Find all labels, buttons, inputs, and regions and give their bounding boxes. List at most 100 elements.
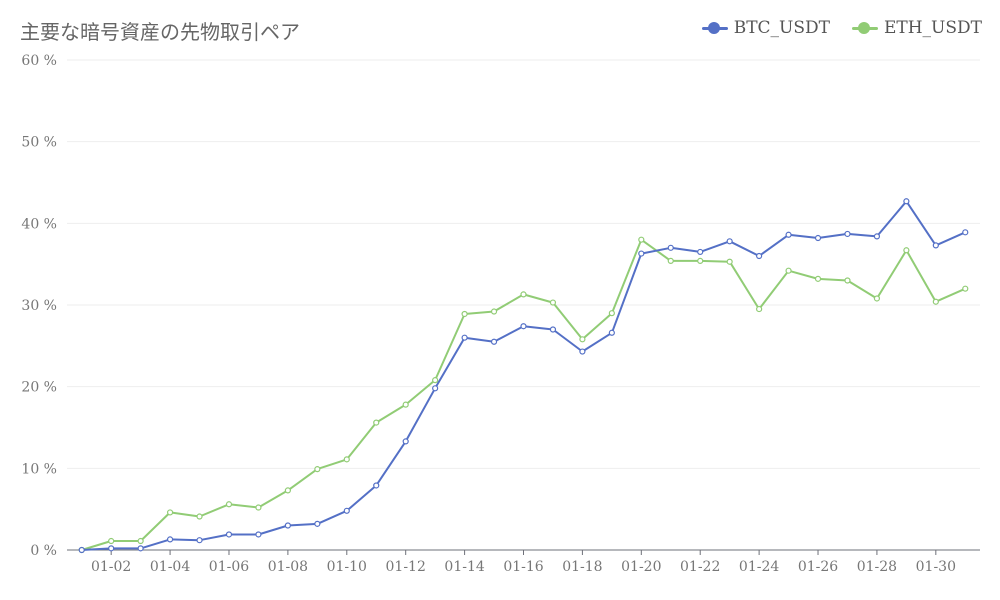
data-point[interactable] [579, 336, 586, 343]
data-point[interactable] [638, 250, 645, 257]
data-point[interactable] [903, 247, 910, 254]
series-lines [78, 198, 969, 554]
y-tick-label: 50 % [21, 135, 57, 151]
data-point[interactable] [697, 257, 704, 264]
data-point[interactable] [844, 277, 851, 284]
data-point[interactable] [196, 513, 203, 520]
x-tick-label: 01-22 [680, 559, 720, 575]
y-tick-labels: 0 % 10 % 20 % 30 % 40 % 50 % 60 % [21, 53, 57, 559]
data-point[interactable] [373, 419, 380, 426]
data-point[interactable] [314, 520, 321, 527]
data-point[interactable] [667, 257, 674, 264]
data-point[interactable] [962, 229, 969, 236]
data-point[interactable] [785, 267, 792, 274]
data-point[interactable] [461, 334, 468, 341]
data-point[interactable] [726, 258, 733, 265]
data-point[interactable] [932, 298, 939, 305]
data-point[interactable] [225, 501, 233, 508]
y-tick-label: 30 % [21, 298, 57, 314]
data-point[interactable] [284, 487, 291, 494]
data-point[interactable] [432, 377, 439, 384]
data-point[interactable] [225, 531, 233, 538]
data-point[interactable] [520, 291, 527, 298]
data-point[interactable] [137, 545, 144, 552]
x-tick-label: 01-16 [503, 559, 543, 575]
legend-item-eth[interactable]: ETH_USDT [851, 18, 982, 38]
series-line [81, 238, 966, 551]
legend-swatch-eth [851, 21, 878, 35]
data-point[interactable] [844, 230, 851, 238]
x-tick-label: 01-18 [562, 559, 602, 575]
data-point[interactable] [255, 531, 262, 538]
data-point[interactable] [962, 285, 969, 292]
data-point[interactable] [490, 338, 498, 345]
data-point[interactable] [549, 326, 557, 333]
data-point[interactable] [814, 275, 822, 282]
data-point[interactable] [873, 233, 881, 240]
data-point[interactable] [196, 537, 203, 544]
chart-title: 主要な暗号資産の先物取引ペア [20, 20, 300, 44]
data-point[interactable] [255, 504, 262, 511]
data-point[interactable] [549, 299, 557, 306]
data-point[interactable] [137, 537, 144, 545]
x-tick-label: 01-12 [386, 559, 426, 575]
x-tick-label: 01-02 [91, 559, 131, 575]
y-tick-label: 20 % [21, 380, 57, 396]
y-tick-label: 10 % [21, 461, 57, 477]
data-point[interactable] [284, 522, 291, 529]
legend-swatch-btc [701, 21, 728, 35]
data-point[interactable] [579, 348, 586, 355]
y-tick-label: 40 % [21, 216, 57, 232]
data-point[interactable] [402, 401, 409, 408]
grid-lines [67, 59, 980, 469]
data-point[interactable] [638, 236, 645, 243]
data-point[interactable] [373, 482, 380, 489]
data-point[interactable] [756, 252, 763, 260]
legend-label-eth: ETH_USDT [883, 18, 982, 38]
data-point[interactable] [402, 438, 409, 445]
data-point[interactable] [108, 537, 115, 545]
y-tick-label: 60 % [21, 53, 57, 69]
data-point[interactable] [608, 329, 615, 336]
data-point[interactable] [756, 305, 763, 313]
x-tick-label: 01-14 [444, 559, 484, 575]
y-tick-label: 0 % [30, 543, 57, 559]
x-tick-label: 01-28 [857, 559, 897, 575]
data-point[interactable] [667, 244, 674, 251]
axes [67, 549, 980, 555]
data-point[interactable] [932, 242, 939, 249]
data-point[interactable] [520, 323, 527, 330]
chart-legend: BTC_USDT ETH_USDT [701, 18, 982, 38]
data-point[interactable] [166, 536, 174, 543]
series-line [81, 200, 966, 551]
x-tick-label: 01-30 [916, 559, 956, 575]
data-point[interactable] [343, 456, 350, 463]
data-point[interactable] [78, 546, 85, 554]
legend-item-btc[interactable]: BTC_USDT [701, 18, 830, 38]
data-point[interactable] [490, 308, 498, 315]
legend-label-btc: BTC_USDT [733, 18, 830, 38]
data-point[interactable] [461, 310, 468, 318]
data-point[interactable] [166, 509, 174, 516]
x-tick-label: 01-08 [268, 559, 308, 575]
x-tick-label: 01-20 [621, 559, 661, 575]
x-tick-label: 01-24 [739, 559, 779, 575]
x-tick-label: 01-06 [209, 559, 249, 575]
data-point[interactable] [726, 238, 733, 245]
x-tick-labels: 01-02 01-04 01-06 01-08 01-10 01-12 01-14 01-16… [91, 559, 956, 575]
data-point[interactable] [108, 545, 115, 552]
data-point[interactable] [814, 234, 822, 242]
x-tick-label: 01-26 [798, 559, 838, 575]
data-point[interactable] [903, 198, 910, 205]
data-point[interactable] [608, 310, 615, 317]
series-eth_usdt [78, 236, 969, 554]
data-point[interactable] [314, 466, 321, 473]
data-point[interactable] [873, 295, 881, 302]
data-point[interactable] [697, 248, 704, 256]
data-point[interactable] [343, 507, 350, 514]
series-btc_usdt [78, 198, 969, 554]
data-point[interactable] [432, 385, 439, 392]
data-point[interactable] [785, 231, 792, 238]
x-tick-label: 01-04 [150, 559, 190, 575]
